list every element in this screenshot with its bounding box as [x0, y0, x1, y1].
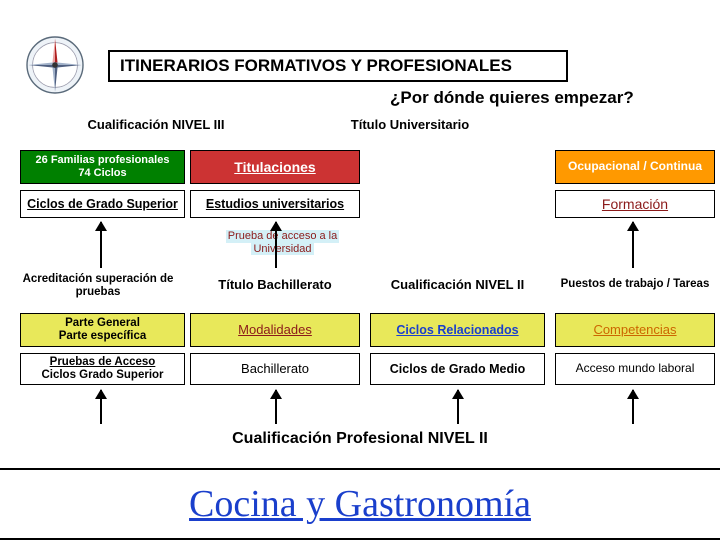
box-ciclos-relacionados[interactable]: Ciclos Relacionados	[370, 313, 545, 347]
text: Ciclos Grado Superior	[41, 369, 163, 382]
text: Universidad	[251, 243, 313, 256]
arrow-icon	[457, 390, 459, 424]
box-ciclos-superior[interactable]: Ciclos de Grado Superior	[20, 190, 185, 218]
text: Parte específica	[59, 330, 147, 343]
heading-puestos: Puestos de trabajo / Tareas	[550, 278, 720, 291]
box-competencias[interactable]: Competencias	[555, 313, 715, 347]
box-bachillerato: Bachillerato	[190, 353, 360, 385]
box-ocupacional: Ocupacional / Continua	[555, 150, 715, 184]
box-ciclos-medio: Ciclos de Grado Medio	[370, 353, 545, 385]
text: pruebas	[76, 286, 121, 299]
text: 26 Familias profesionales	[36, 154, 170, 167]
arrow-icon	[632, 222, 634, 268]
arrow-icon	[100, 390, 102, 424]
page-subtitle: ¿Por dónde quieres empezar?	[390, 88, 634, 108]
heading-titulo-bach: Título Bachillerato	[190, 278, 360, 293]
arrow-icon	[100, 222, 102, 268]
link-pruebas[interactable]: Pruebas de Acceso	[50, 356, 156, 369]
text: Parte General	[65, 317, 140, 330]
heading-titulo-universitario: Título Universitario	[310, 118, 510, 133]
box-titulaciones[interactable]: Titulaciones	[190, 150, 360, 184]
box-pruebas-acceso[interactable]: Pruebas de Acceso Ciclos Grado Superior	[20, 353, 185, 385]
heading-cualificacion-ii: Cualificación NIVEL II	[370, 278, 545, 293]
compass-icon	[20, 30, 90, 100]
box-familias: 26 Familias profesionales 74 Ciclos	[20, 150, 185, 184]
box-acceso-mundo: Acceso mundo laboral	[555, 353, 715, 385]
note-prueba-acceso: Prueba de acceso a la Universidad	[215, 230, 350, 255]
text: Prueba de acceso a la	[226, 230, 339, 243]
box-formacion[interactable]: Formación	[555, 190, 715, 218]
text: 74 Ciclos	[78, 167, 126, 180]
page-title: ITINERARIOS FORMATIVOS Y PROFESIONALES	[108, 50, 568, 82]
footer-link[interactable]: Cocina y Gastronomía	[0, 468, 720, 540]
arrow-icon	[275, 390, 277, 424]
heading-cualificacion-prof-ii: Cualificación Profesional NIVEL II	[0, 430, 720, 448]
box-estudios-univ[interactable]: Estudios universitarios	[190, 190, 360, 218]
box-modalidades[interactable]: Modalidades	[190, 313, 360, 347]
arrow-icon	[632, 390, 634, 424]
heading-acreditacion: Acreditación superación de pruebas	[12, 273, 184, 299]
arrow-icon	[275, 222, 277, 268]
box-parte: Parte General Parte específica	[20, 313, 185, 347]
text: Acreditación superación de	[23, 273, 174, 286]
heading-cualificacion-iii: Cualificación NIVEL III	[56, 118, 256, 133]
